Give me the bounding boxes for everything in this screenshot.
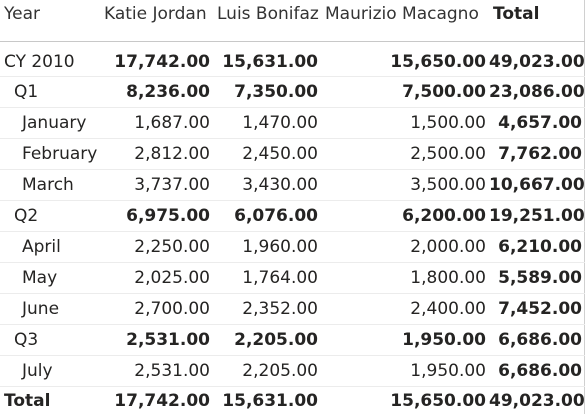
cell-katie-jordan: 2,812.00 <box>100 138 213 170</box>
matrix-row: CY 2010 17,742.00 15,631.00 15,650.00 49,023… <box>0 41 585 77</box>
grand-total-row: Total 17,742.00 15,631.00 15,650.00 49,0… <box>0 385 585 416</box>
column-header-row: Year Katie Jordan Luis Bonifaz Maurizio … <box>0 0 585 41</box>
cell-maurizio-macagno: 2,400.00 <box>321 293 489 325</box>
cell-katie-jordan: 2,531.00 <box>100 355 213 387</box>
column-header-luis-bonifaz[interactable]: Luis Bonifaz <box>217 4 319 24</box>
row-label[interactable]: CY 2010 <box>0 41 100 77</box>
row-label[interactable]: Q1 <box>0 76 100 108</box>
cell-total: 49,023.00 <box>489 41 585 77</box>
cell-maurizio-macagno: 6,200.00 <box>321 200 489 232</box>
cell-total: 10,667.00 <box>489 169 585 201</box>
grand-total-label: Total <box>0 385 100 416</box>
cell-total: 6,210.00 <box>489 231 585 263</box>
grand-total-katie-jordan: 17,742.00 <box>100 385 213 416</box>
cell-katie-jordan: 1,687.00 <box>100 107 213 139</box>
cell-katie-jordan: 17,742.00 <box>100 41 213 77</box>
row-header-year[interactable]: Year <box>4 4 40 24</box>
cell-katie-jordan: 2,531.00 <box>100 324 213 356</box>
cell-total: 23,086.00 <box>489 76 585 108</box>
cell-total: 6,686.00 <box>489 324 585 356</box>
cell-luis-bonifaz: 7,350.00 <box>213 76 321 108</box>
cell-maurizio-macagno: 1,500.00 <box>321 107 489 139</box>
cell-katie-jordan: 8,236.00 <box>100 76 213 108</box>
cell-katie-jordan: 3,737.00 <box>100 169 213 201</box>
row-label[interactable]: April <box>0 231 100 263</box>
column-header-katie-jordan[interactable]: Katie Jordan <box>104 4 207 24</box>
column-header-total[interactable]: Total <box>493 4 540 24</box>
cell-total: 19,251.00 <box>489 200 585 232</box>
row-label[interactable]: Q2 <box>0 200 100 232</box>
cell-luis-bonifaz: 2,205.00 <box>213 355 321 387</box>
cell-katie-jordan: 6,975.00 <box>100 200 213 232</box>
cell-katie-jordan: 2,250.00 <box>100 231 213 263</box>
cell-luis-bonifaz: 1,764.00 <box>213 262 321 294</box>
matrix-row: January 1,687.00 1,470.00 1,500.00 4,657.00 <box>0 107 585 139</box>
cell-luis-bonifaz: 3,430.00 <box>213 169 321 201</box>
matrix-row: February 2,812.00 2,450.00 2,500.00 7,762.00 <box>0 138 585 170</box>
row-label[interactable]: May <box>0 262 100 294</box>
matrix-row: March 3,737.00 3,430.00 3,500.00 10,667.00 <box>0 169 585 201</box>
row-label[interactable]: Q3 <box>0 324 100 356</box>
cell-maurizio-macagno: 15,650.00 <box>321 41 489 77</box>
row-label[interactable]: July <box>0 355 100 387</box>
cell-total: 5,589.00 <box>489 262 585 294</box>
cell-maurizio-macagno: 1,800.00 <box>321 262 489 294</box>
cell-luis-bonifaz: 2,352.00 <box>213 293 321 325</box>
cell-katie-jordan: 2,025.00 <box>100 262 213 294</box>
grand-total-total: 49,023.00 <box>489 385 585 416</box>
matrix-row: Q2 6,975.00 6,076.00 6,200.00 19,251.00 <box>0 200 585 232</box>
column-header-maurizio-macagno[interactable]: Maurizio Macagno <box>325 4 479 24</box>
cell-maurizio-macagno: 3,500.00 <box>321 169 489 201</box>
matrix-row: Q1 8,236.00 7,350.00 7,500.00 23,086.00 <box>0 76 585 108</box>
row-label[interactable]: January <box>0 107 100 139</box>
cell-total: 4,657.00 <box>489 107 585 139</box>
matrix-row: June 2,700.00 2,352.00 2,400.00 7,452.00 <box>0 293 585 325</box>
cell-maurizio-macagno: 2,000.00 <box>321 231 489 263</box>
cell-maurizio-macagno: 2,500.00 <box>321 138 489 170</box>
cell-katie-jordan: 2,700.00 <box>100 293 213 325</box>
matrix-row: July 2,531.00 2,205.00 1,950.00 6,686.00 <box>0 355 585 387</box>
cell-maurizio-macagno: 1,950.00 <box>321 324 489 356</box>
cell-luis-bonifaz: 2,205.00 <box>213 324 321 356</box>
grand-total-luis-bonifaz: 15,631.00 <box>213 385 321 416</box>
cell-total: 6,686.00 <box>489 355 585 387</box>
cell-maurizio-macagno: 1,950.00 <box>321 355 489 387</box>
matrix-body: CY 2010 17,742.00 15,631.00 15,650.00 49,023… <box>0 41 585 387</box>
cell-total: 7,452.00 <box>489 293 585 325</box>
cell-maurizio-macagno: 7,500.00 <box>321 76 489 108</box>
grand-total-maurizio-macagno: 15,650.00 <box>321 385 489 416</box>
matrix-row: April 2,250.00 1,960.00 2,000.00 6,210.00 <box>0 231 585 263</box>
cell-luis-bonifaz: 6,076.00 <box>213 200 321 232</box>
row-label[interactable]: March <box>0 169 100 201</box>
cell-luis-bonifaz: 1,470.00 <box>213 107 321 139</box>
matrix-row: Q3 2,531.00 2,205.00 1,950.00 6,686.00 <box>0 324 585 356</box>
cell-luis-bonifaz: 1,960.00 <box>213 231 321 263</box>
row-label[interactable]: June <box>0 293 100 325</box>
cell-luis-bonifaz: 2,450.00 <box>213 138 321 170</box>
cell-total: 7,762.00 <box>489 138 585 170</box>
matrix-row: May 2,025.00 1,764.00 1,800.00 5,589.00 <box>0 262 585 294</box>
cell-luis-bonifaz: 15,631.00 <box>213 41 321 77</box>
row-label[interactable]: February <box>0 138 100 170</box>
